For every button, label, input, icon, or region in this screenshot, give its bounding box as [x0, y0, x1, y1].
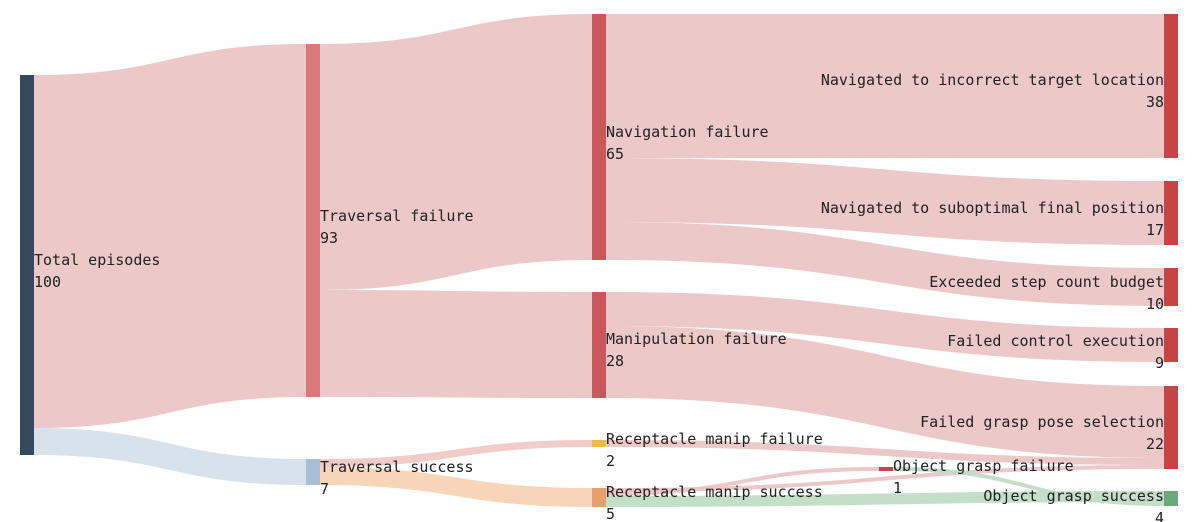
link-recep_succ-to-obj_grasp_succ — [606, 491, 1164, 507]
node-label-manip_fail: Manipulation failure — [606, 330, 787, 348]
link-obj_grasp_fail-to-obj_grasp_succ — [893, 467, 1164, 506]
node-bar-step_budget — [1164, 268, 1178, 306]
node-label-control_exec: Failed control execution — [947, 332, 1164, 350]
flow-links — [34, 14, 1164, 507]
node-label-trav_succ: Traversal success — [320, 458, 474, 476]
link-manip_fail-to-control_exec — [606, 292, 1164, 362]
node-label-recep_fail: Receptacle manip failure — [606, 430, 823, 448]
link-trav_succ-to-recep_succ — [320, 467, 592, 507]
node-bar-recep_fail — [592, 440, 606, 447]
node-bar-incorrect_target — [1164, 14, 1178, 158]
link-nav_fail-to-suboptimal — [606, 158, 1164, 245]
node-value-obj_grasp_succ: 4 — [1155, 509, 1164, 522]
node-value-manip_fail: 28 — [606, 352, 624, 370]
link-recep_succ-to-grasp_pose — [606, 465, 1164, 492]
node-value-control_exec: 9 — [1155, 354, 1164, 372]
node-label-step_budget: Exceeded step count budget — [929, 273, 1164, 291]
node-label-obj_grasp_fail: Object grasp failure — [893, 457, 1074, 475]
node-value-nav_fail: 65 — [606, 145, 624, 163]
node-label-incorrect_target: Navigated to incorrect target location — [821, 71, 1164, 89]
link-trav_fail-to-nav_fail — [320, 14, 592, 290]
link-total-to-trav_fail — [34, 44, 306, 428]
node-bar-trav_succ — [306, 459, 320, 485]
node-bar-suboptimal — [1164, 181, 1178, 245]
link-total-to-trav_succ — [34, 428, 306, 485]
node-bars — [20, 14, 1178, 507]
node-label-trav_fail: Traversal failure — [320, 207, 474, 225]
node-label-suboptimal: Navigated to suboptimal final position — [821, 199, 1164, 217]
node-value-suboptimal: 17 — [1146, 221, 1164, 239]
node-label-nav_fail: Navigation failure — [606, 123, 769, 141]
node-value-incorrect_target: 38 — [1146, 93, 1164, 111]
link-manip_fail-to-grasp_pose — [606, 326, 1164, 458]
node-value-recep_fail: 2 — [606, 452, 615, 470]
node-labels: Total episodes 100 Traversal failure 93 Trav… — [34, 71, 1164, 522]
node-bar-nav_fail — [592, 14, 606, 260]
node-value-trav_succ: 7 — [320, 480, 329, 498]
node-bar-manip_fail — [592, 292, 606, 398]
node-bar-obj_grasp_succ — [1164, 491, 1178, 506]
node-value-step_budget: 10 — [1146, 295, 1164, 313]
node-bar-obj_grasp_fail — [879, 467, 893, 471]
node-value-total: 100 — [34, 273, 61, 291]
node-bar-trav_fail — [306, 44, 320, 397]
node-label-total: Total episodes — [34, 251, 160, 269]
node-bar-grasp_pose — [1164, 386, 1178, 469]
node-label-grasp_pose: Failed grasp pose selection — [920, 413, 1164, 431]
node-label-recep_succ: Receptacle manip success — [606, 483, 823, 501]
link-recep_fail-to-grasp_pose — [606, 440, 1164, 465]
node-value-grasp_pose: 22 — [1146, 435, 1164, 453]
link-trav_fail-to-manip_fail — [320, 290, 592, 398]
node-bar-control_exec — [1164, 328, 1178, 362]
node-label-obj_grasp_succ: Object grasp success — [983, 487, 1164, 505]
node-bar-total — [20, 75, 34, 455]
link-nav_fail-to-step_budget — [606, 222, 1164, 306]
node-value-recep_succ: 5 — [606, 505, 615, 522]
node-value-trav_fail: 93 — [320, 229, 338, 247]
link-recep_succ-to-obj_grasp_fail — [606, 467, 879, 496]
link-nav_fail-to-incorrect_target — [606, 14, 1164, 158]
node-value-obj_grasp_fail: 1 — [893, 479, 902, 497]
node-bar-recep_succ — [592, 488, 606, 507]
link-trav_succ-to-recep_fail — [320, 440, 592, 467]
